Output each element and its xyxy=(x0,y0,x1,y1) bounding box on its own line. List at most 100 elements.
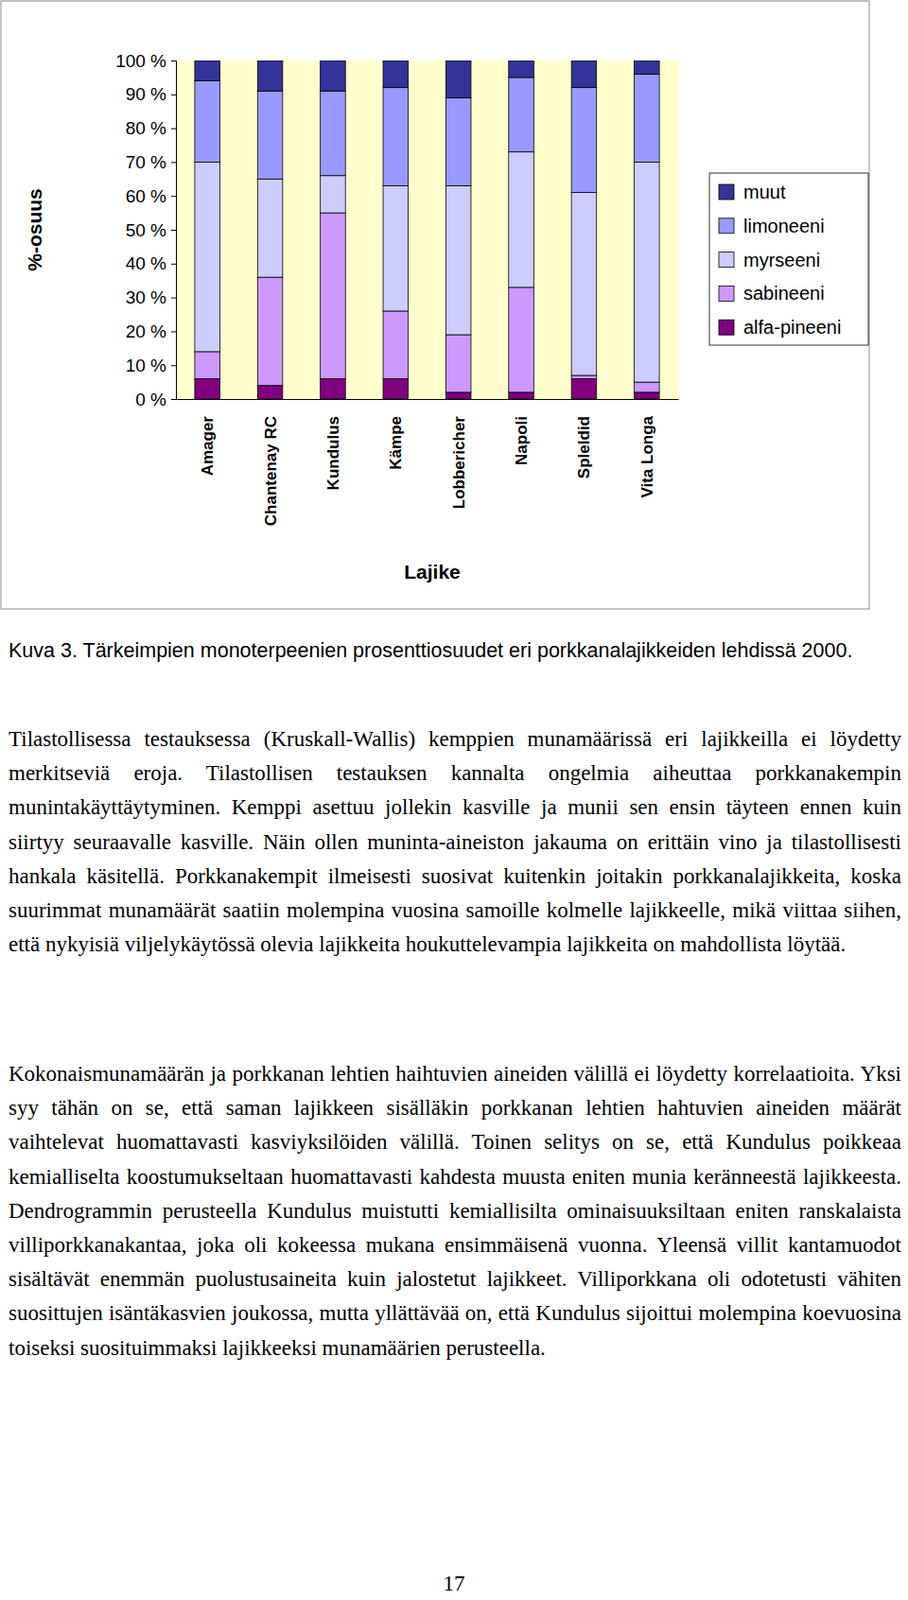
legend-label: alfa-pineeni xyxy=(743,316,841,338)
x-tick: Kundulus xyxy=(324,399,343,490)
y-tick: 50 % xyxy=(125,220,176,241)
bar-segment xyxy=(257,385,283,400)
y-tick-mark xyxy=(171,229,176,231)
paragraph: Kokonaismunamäärän ja porkkanan lehtien … xyxy=(8,1057,902,1366)
bar-segment xyxy=(194,351,221,380)
bar-segment xyxy=(194,161,221,351)
y-tick-label: 60 % xyxy=(125,186,167,207)
y-tick-mark xyxy=(171,128,176,130)
legend-swatch xyxy=(718,218,734,234)
y-tick: 100 % xyxy=(115,51,176,71)
legend-box xyxy=(709,173,869,346)
bar-segment xyxy=(320,175,347,213)
y-tick: 70 % xyxy=(125,152,176,173)
bar-segment xyxy=(445,334,472,393)
y-tick-label: 40 % xyxy=(125,253,167,274)
series-bars xyxy=(194,73,660,193)
bar-segment xyxy=(257,277,283,386)
bar-segment xyxy=(571,60,597,88)
chart: 0 %10 %20 %30 %40 %50 %60 %70 %80 %90 %1… xyxy=(0,0,908,615)
y-tick: 90 % xyxy=(125,84,176,105)
bar-segment xyxy=(445,60,472,98)
bars xyxy=(194,60,660,400)
legend-swatch xyxy=(718,285,734,301)
bar-segment xyxy=(634,60,661,74)
y-tick-mark xyxy=(171,365,176,367)
x-tick-label: Napoli xyxy=(512,416,531,466)
legend-swatch xyxy=(718,252,734,268)
bar-segment xyxy=(571,375,597,380)
y-tick-mark xyxy=(171,195,176,197)
bar-segment xyxy=(383,311,409,380)
y-tick-label: 70 % xyxy=(125,152,167,173)
y-tick: 40 % xyxy=(125,253,176,274)
legend-label: sabineeni xyxy=(743,282,825,304)
x-axis-line xyxy=(176,399,680,401)
paragraph: Tilastollisessa testauksessa (Kruskall-W… xyxy=(8,722,902,962)
bar-segment xyxy=(383,379,409,400)
y-tick-label: 80 % xyxy=(125,118,167,139)
bar-segment xyxy=(508,60,535,78)
y-tick: 60 % xyxy=(125,186,176,207)
y-tick: 20 % xyxy=(125,321,176,342)
bar-segment xyxy=(320,60,347,91)
legend-swatch xyxy=(718,184,734,200)
bar-segment xyxy=(508,77,535,153)
bar-segment xyxy=(320,212,347,379)
x-tick-label: Kämpe xyxy=(386,416,405,471)
legend-label: limoneeni xyxy=(743,215,825,237)
y-tick-mark xyxy=(171,60,176,62)
x-tick: Spleldid xyxy=(575,399,594,479)
y-tick-label: 100 % xyxy=(115,51,167,71)
bar-segment xyxy=(383,87,409,187)
y-axis-title: %-osuus xyxy=(23,188,46,272)
bar-segment xyxy=(634,392,661,400)
bar-segment xyxy=(383,185,409,311)
bar-segment xyxy=(257,178,283,278)
y-tick-label: 0 % xyxy=(135,389,167,410)
bar-segment xyxy=(194,379,221,400)
y-tick: 80 % xyxy=(125,118,176,139)
bar-segment xyxy=(445,97,472,186)
y-tick-mark xyxy=(171,297,176,299)
x-tick-label: Lobbericher xyxy=(450,416,469,510)
x-tick-label: Chantenay RC xyxy=(261,416,280,526)
bar-segment xyxy=(445,185,472,335)
plot-background xyxy=(175,60,679,400)
x-tick-label: Vita Longa xyxy=(638,415,657,498)
y-tick-label: 50 % xyxy=(125,220,167,241)
x-axis: Amager Chantenay RC Kundulus Kämpe Lobberich… xyxy=(176,399,680,526)
y-tick-mark xyxy=(171,399,176,401)
bar-segment xyxy=(634,73,661,162)
bar-segment xyxy=(194,80,221,162)
bar-segment xyxy=(257,90,283,179)
bar-segment xyxy=(383,60,409,88)
x-tick: Kämpe xyxy=(386,399,405,471)
y-tick-label: 30 % xyxy=(125,287,167,308)
legend-label: muut xyxy=(743,181,786,203)
chart-frame xyxy=(0,0,870,610)
x-tick-label: Amager xyxy=(198,416,217,477)
x-tick: Vita Longa xyxy=(638,399,657,499)
page-number: 17 xyxy=(0,1571,908,1597)
x-axis-title: Lajike xyxy=(403,560,461,583)
bar-segment xyxy=(320,379,347,400)
y-tick-mark xyxy=(171,161,176,163)
y-tick: 30 % xyxy=(125,287,176,308)
y-axis-line xyxy=(171,61,177,401)
y-axis: 0 %10 %20 %30 %40 %50 %60 %70 %80 %90 %1… xyxy=(115,51,176,410)
bar-segment xyxy=(571,87,597,193)
x-tick: Chantenay RC xyxy=(261,399,280,526)
x-tick-label: Spleldid xyxy=(575,416,594,479)
figure-caption: Kuva 3. Tärkeimpien monoterpeenien prose… xyxy=(8,634,902,668)
bar-segment xyxy=(508,392,535,400)
bar-segment xyxy=(508,152,535,288)
bar-segment xyxy=(257,60,283,91)
y-tick-mark xyxy=(171,263,176,265)
bar-segment xyxy=(445,392,472,400)
x-tick-label: Kundulus xyxy=(324,416,343,490)
y-tick-label: 20 % xyxy=(125,321,167,342)
legend: muutlimoneenimyrseenisabineenialfa-pinee… xyxy=(709,173,869,346)
y-tick-mark xyxy=(171,94,176,96)
bar-segment xyxy=(320,90,347,176)
